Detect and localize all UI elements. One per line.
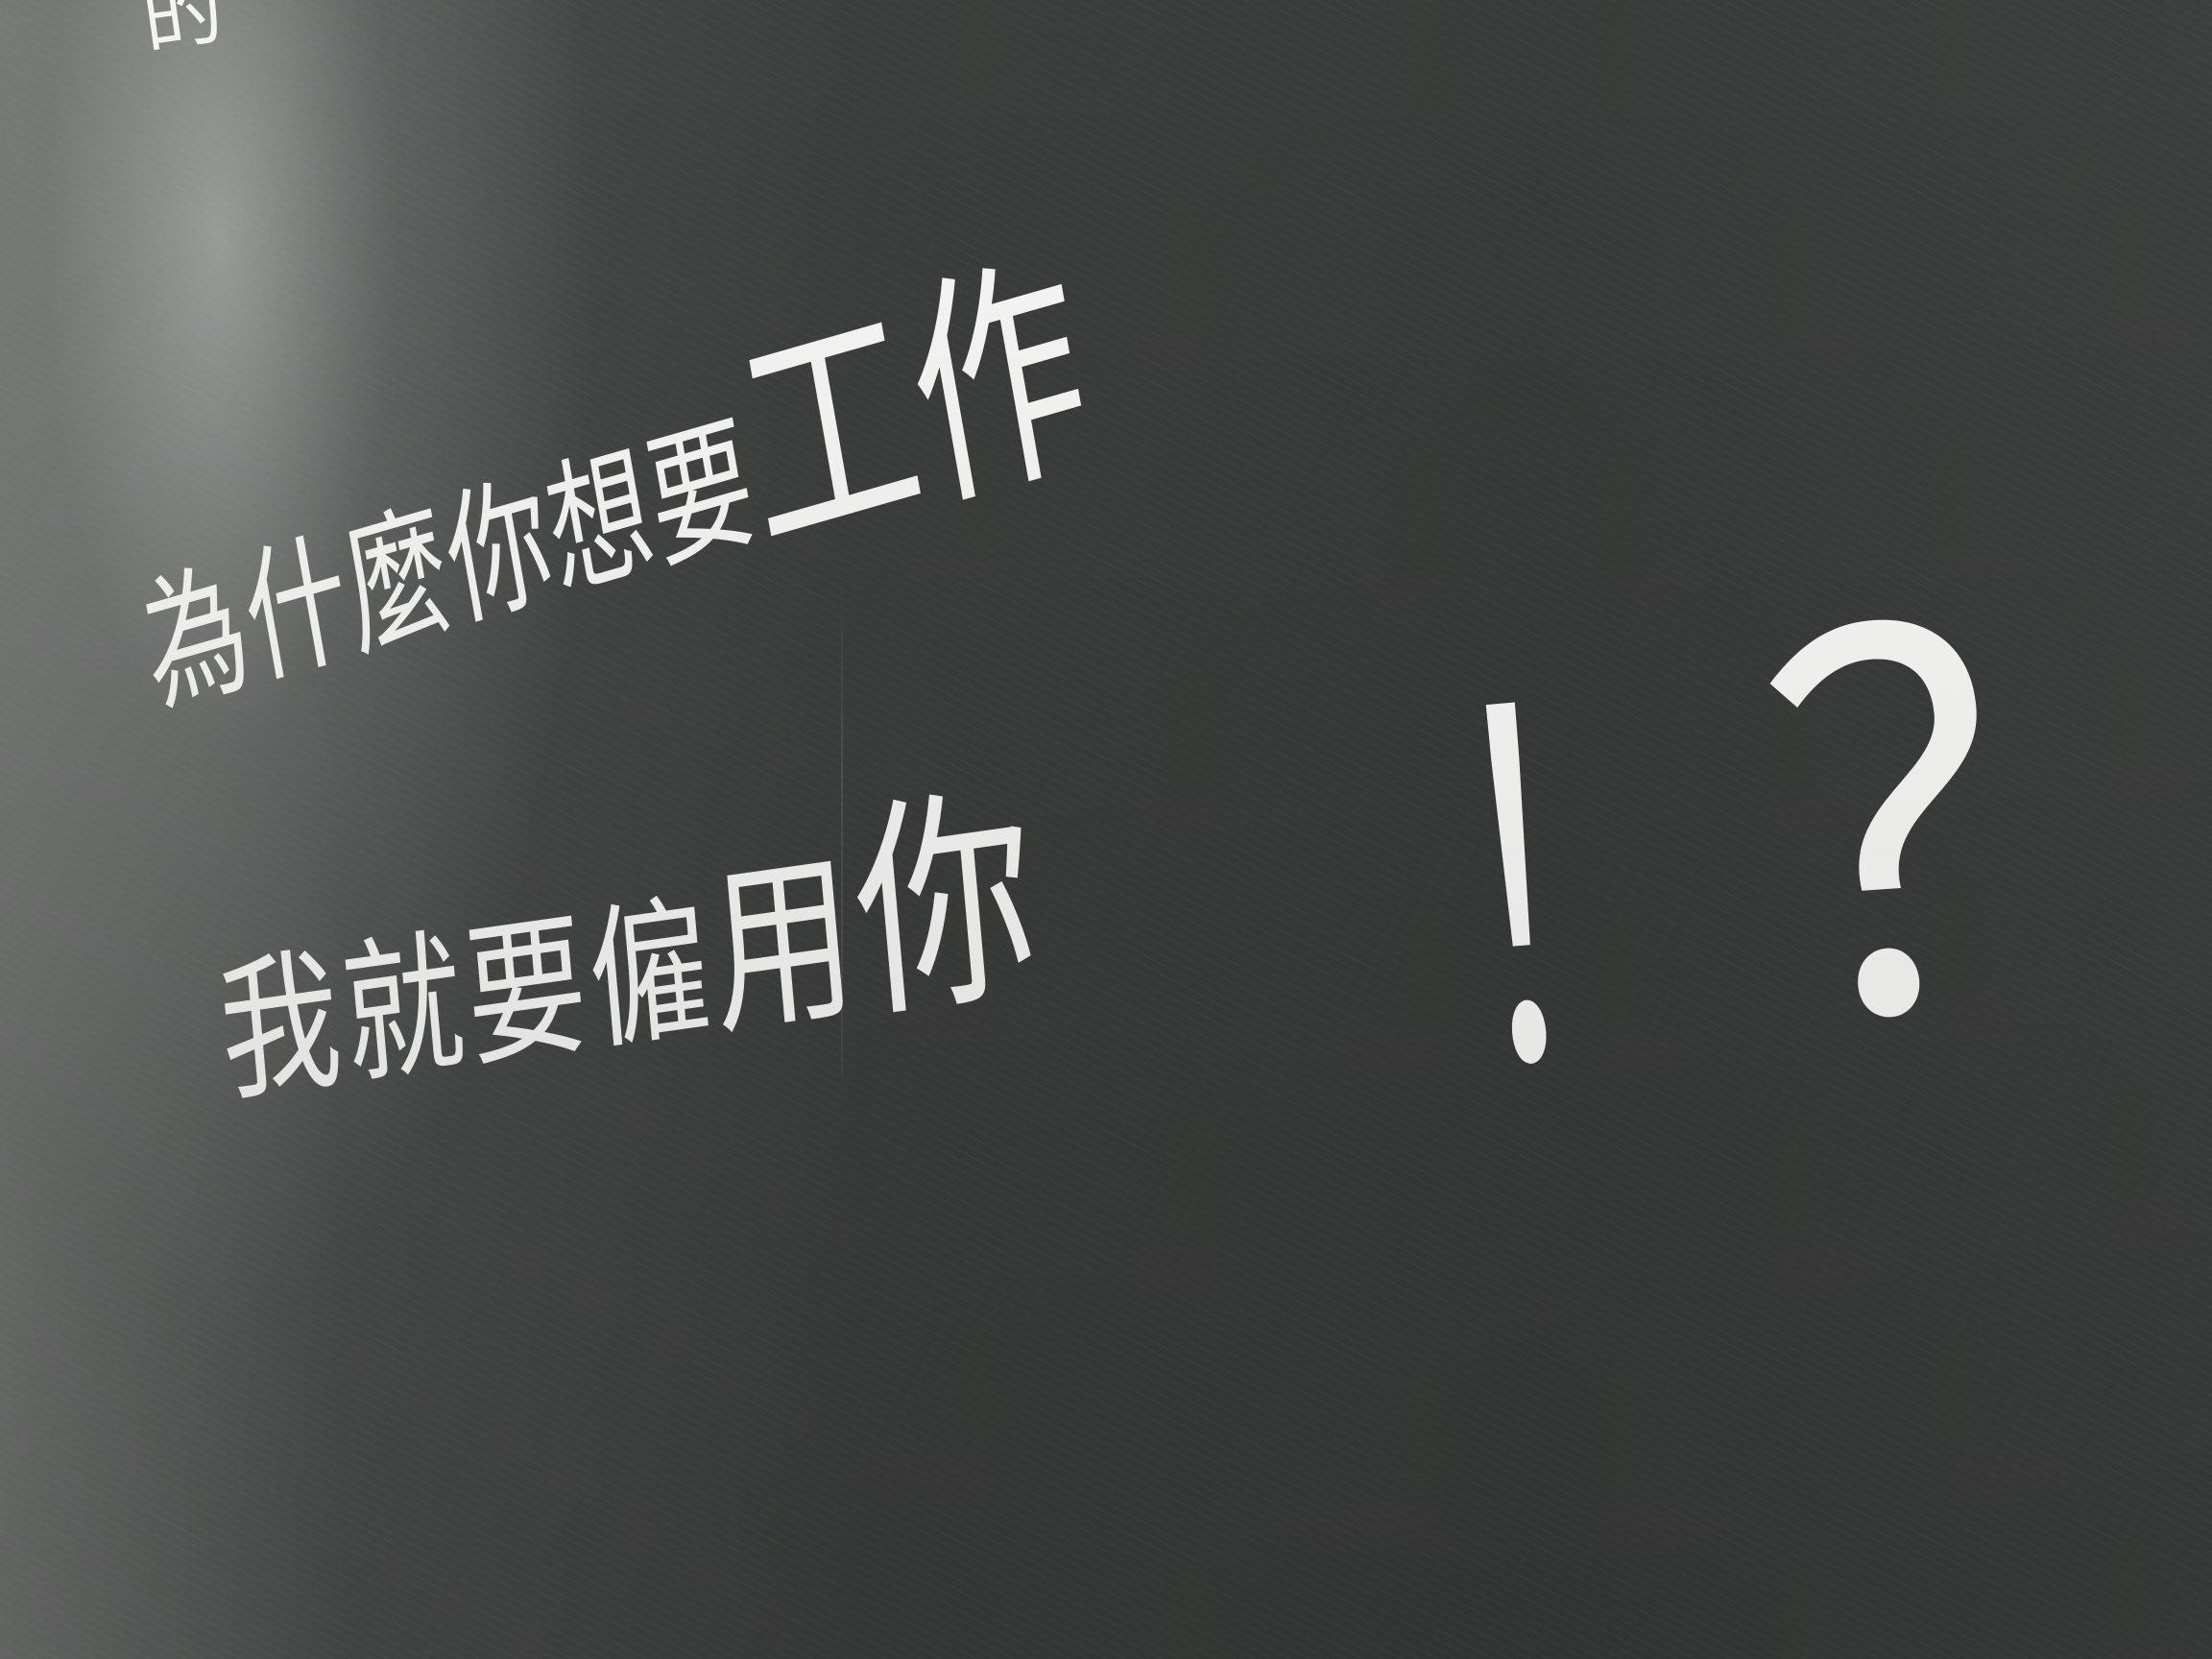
- slogan-line-1-end: 工作: [723, 221, 1108, 594]
- exclamation-mark: ！: [1427, 600, 1740, 1180]
- slogan-line-2-char: 你: [844, 758, 1051, 1053]
- slogan-line-2-start: 我就要僱: [212, 876, 721, 1124]
- slogan-line-1-start: 為什麼你想要: [132, 397, 767, 737]
- slogan-line-2-char: 用: [703, 830, 867, 1062]
- wall-seam: [841, 576, 843, 1075]
- slogan-line-2-end: 用你: [701, 758, 1051, 1062]
- slogan-line-1: 為什麼你想要工作: [119, 221, 1108, 739]
- slogan-line-2: 我就要僱用你: [208, 758, 1051, 1124]
- question-mark: ？: [1743, 510, 2212, 1145]
